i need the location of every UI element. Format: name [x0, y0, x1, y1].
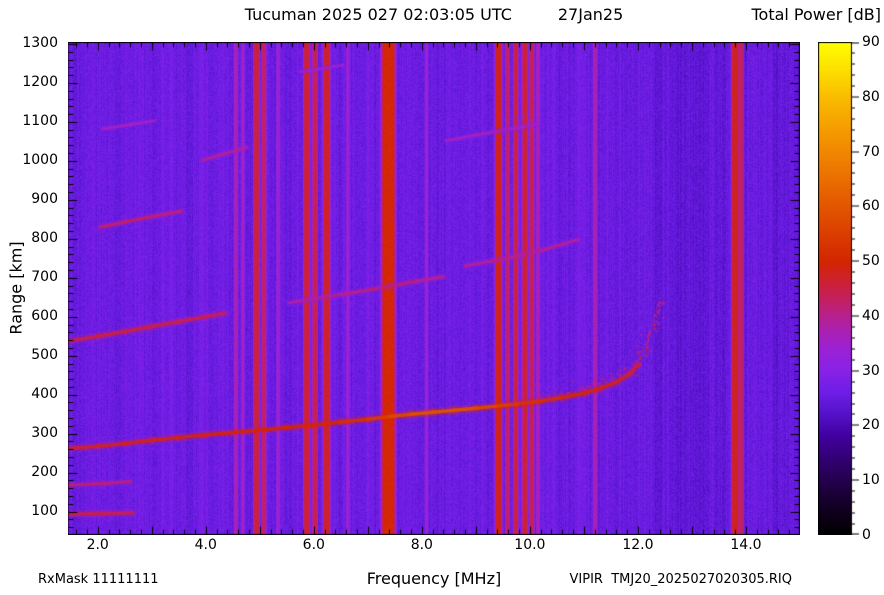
colorbar-tick-label: 40 [862, 307, 880, 324]
colorbar-tick-label: 50 [862, 253, 880, 270]
y-tick-label: 800 [31, 229, 58, 246]
y-tick-label: 1200 [22, 73, 58, 90]
y-tick-label: 200 [31, 463, 58, 480]
colorbar-tick-labels: 0 10 20 30 40 50 60 70 80 90 [818, 34, 884, 543]
colorbar-tick-label: 10 [862, 472, 880, 489]
x-tick-label: 6.0 [302, 537, 325, 553]
x-tick-labels: 2.0 4.0 6.0 8.0 10.0 12.0 14.0 [68, 537, 800, 557]
x-tick-label: 14.0 [730, 537, 762, 553]
plot-date: 27Jan25 [557, 5, 624, 24]
y-tick-label: 300 [31, 424, 58, 441]
colorbar-tick-label: 60 [862, 198, 880, 215]
colorbar-tick-label: 80 [862, 88, 880, 105]
y-tick-labels: 100 200 300 400 500 600 700 800 900 1000 1100 1200 1… [0, 35, 62, 535]
x-axis-label: Frequency [MHz] [366, 569, 502, 588]
y-tick-label: 1000 [22, 151, 58, 168]
y-tick-label: 600 [31, 307, 58, 324]
colorbar-tick-label: 20 [862, 417, 880, 434]
colorbar-tick-label: 90 [862, 34, 880, 50]
colorbar-tick-label: 0 [862, 527, 871, 543]
y-tick-label: 500 [31, 346, 58, 363]
x-tick-label: 8.0 [410, 537, 433, 553]
rxmask-label: RxMask 11111111 [38, 572, 159, 587]
y-tick-label: 700 [31, 268, 58, 285]
x-tick-label: 12.0 [622, 537, 654, 553]
colorbar [818, 42, 866, 535]
colorbar-title: Total Power [dB] [751, 5, 881, 24]
colorbar-tick-label: 30 [862, 362, 880, 379]
y-tick-label: 400 [31, 385, 58, 402]
plot-title: Tucuman 2025 027 02:03:05 UTC [244, 5, 512, 24]
ionogram-heatmap [68, 42, 800, 535]
colorbar-tick-label: 70 [862, 143, 880, 160]
y-tick-label: 100 [31, 502, 58, 519]
x-tick-label: 10.0 [514, 537, 546, 553]
data-file-label: VIPIR TMJ20_2025027020305.RIQ [569, 572, 793, 587]
title-row: Tucuman 2025 027 02:03:05 UTC 27Jan25 [68, 5, 800, 24]
y-tick-label: 1300 [22, 34, 58, 51]
x-tick-label: 2.0 [86, 537, 109, 553]
y-tick-label: 1100 [22, 112, 58, 129]
y-tick-label: 900 [31, 190, 58, 207]
x-tick-label: 4.0 [194, 537, 217, 553]
